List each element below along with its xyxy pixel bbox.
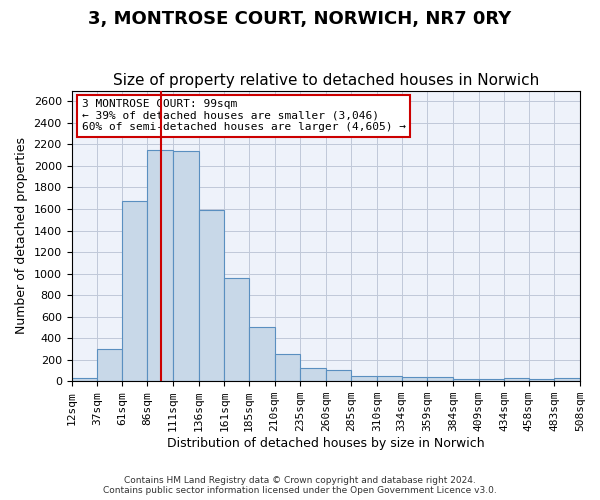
Bar xyxy=(377,376,401,381)
Bar xyxy=(122,202,148,381)
X-axis label: Distribution of detached houses by size in Norwich: Distribution of detached houses by size … xyxy=(167,437,485,450)
Bar xyxy=(326,370,352,381)
Y-axis label: Number of detached properties: Number of detached properties xyxy=(15,138,28,334)
Bar xyxy=(453,379,479,381)
Bar xyxy=(275,354,300,381)
Bar xyxy=(249,328,275,381)
Text: Contains HM Land Registry data © Crown copyright and database right 2024.
Contai: Contains HM Land Registry data © Crown c… xyxy=(103,476,497,495)
Bar xyxy=(97,349,122,381)
Text: 3 MONTROSE COURT: 99sqm
← 39% of detached houses are smaller (3,046)
60% of semi: 3 MONTROSE COURT: 99sqm ← 39% of detache… xyxy=(82,100,406,132)
Bar xyxy=(504,378,529,381)
Bar xyxy=(173,151,199,381)
Bar xyxy=(529,379,554,381)
Bar xyxy=(427,378,453,381)
Bar xyxy=(554,378,580,381)
Bar xyxy=(401,378,427,381)
Bar xyxy=(224,278,249,381)
Bar xyxy=(479,379,504,381)
Bar xyxy=(199,210,224,381)
Text: 3, MONTROSE COURT, NORWICH, NR7 0RY: 3, MONTROSE COURT, NORWICH, NR7 0RY xyxy=(88,10,512,28)
Bar xyxy=(71,378,97,381)
Title: Size of property relative to detached houses in Norwich: Size of property relative to detached ho… xyxy=(113,73,539,88)
Bar xyxy=(148,150,173,381)
Bar xyxy=(352,376,377,381)
Bar xyxy=(300,368,326,381)
